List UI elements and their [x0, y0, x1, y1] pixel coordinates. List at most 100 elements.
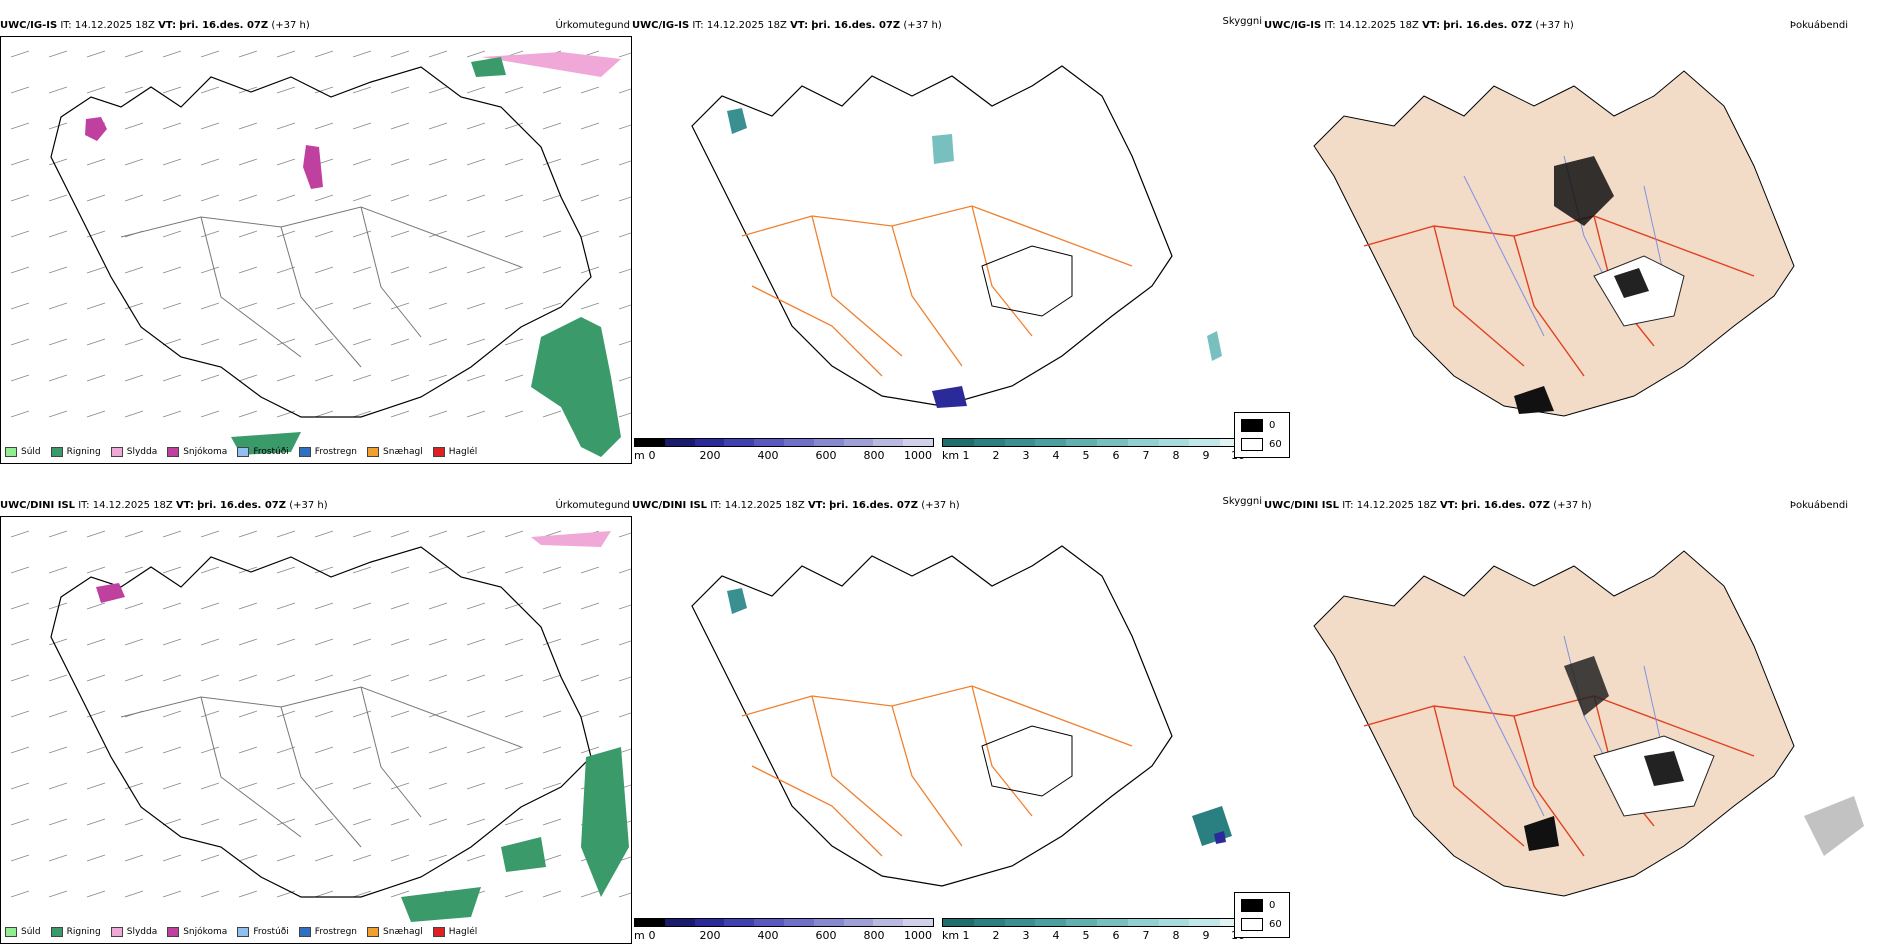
wind-barb — [124, 566, 144, 574]
wind-barb — [618, 376, 631, 382]
wind-barb — [466, 674, 486, 682]
wind-barb — [314, 854, 334, 862]
wind-barb — [10, 194, 30, 202]
wind-barb — [352, 50, 372, 58]
wind-barb — [428, 122, 448, 130]
fog-legend-label: 0 — [1269, 420, 1276, 431]
wind-barb — [618, 892, 631, 898]
precip-sleet-1 — [481, 52, 621, 77]
wind-barb — [390, 782, 410, 790]
legend-item: Snjókoma — [167, 927, 227, 937]
fog-map — [1313, 550, 1864, 897]
wind-barb — [86, 410, 106, 418]
wind-barb — [162, 746, 182, 754]
legend-label: Frostúði — [253, 927, 289, 937]
low-vis-1 — [727, 588, 747, 614]
wind-barb — [48, 566, 68, 574]
wind-barb — [276, 854, 296, 862]
wind-barb — [542, 674, 562, 682]
wind-barb — [276, 50, 296, 58]
wind-barb — [48, 602, 68, 610]
legend-swatch — [167, 927, 180, 937]
wind-barb — [48, 530, 68, 538]
ceiling-bar-segment — [724, 439, 755, 446]
wind-barb — [390, 374, 410, 382]
wind-barb — [238, 374, 258, 382]
legend-swatch — [5, 927, 17, 937]
wind-barb — [200, 302, 220, 310]
wind-barb — [618, 196, 631, 202]
ceiling-bar-segment — [635, 439, 665, 446]
model-name: UWC/IG-IS — [632, 20, 690, 31]
panel-header: UWC/IG-IS IT: 14.12.2025 18Z VT: þri. 16… — [0, 20, 632, 34]
wind-barb — [238, 266, 258, 274]
wind-barb — [580, 710, 600, 718]
ceiling-bar — [634, 918, 934, 927]
legend-swatch — [167, 447, 180, 457]
wind-barb — [238, 890, 258, 898]
fog-legend-label: 60 — [1269, 439, 1282, 450]
wind-barb — [542, 410, 562, 418]
wind-barb — [352, 566, 372, 574]
wind-barb — [428, 566, 448, 574]
wind-barb — [504, 782, 524, 790]
wind-barb — [390, 338, 410, 346]
legend-swatch — [237, 927, 250, 937]
legend-item: Snæhagl — [367, 927, 423, 937]
wind-barb — [352, 302, 372, 310]
wind-barb — [276, 374, 296, 382]
wind-barb — [86, 374, 106, 382]
wind-barb — [352, 530, 372, 538]
wind-barb — [618, 856, 631, 862]
vis-tick: 1 — [962, 929, 970, 942]
wind-barb — [276, 674, 296, 682]
wind-barb — [10, 530, 30, 538]
legend-swatch — [298, 447, 311, 457]
wind-barb — [504, 266, 524, 274]
ceiling-bar-segment — [903, 919, 933, 926]
wind-barb — [580, 638, 600, 646]
legend-swatch — [237, 447, 250, 457]
wind-barb — [238, 50, 258, 58]
model-name: UWC/IG-IS — [0, 20, 58, 31]
init-time: IT: 14.12.2025 18Z — [78, 500, 173, 511]
wind-barb — [466, 122, 486, 130]
ceiling-bar-segment — [664, 919, 695, 926]
init-time: IT: 14.12.2025 18Z — [1342, 500, 1437, 511]
precip-type-panel-2: UWC/DINI ISL IT: 14.12.2025 18Z VT: þri.… — [0, 494, 632, 946]
wind-barb — [466, 638, 486, 646]
wind-barb — [162, 566, 182, 574]
wind-barb — [200, 410, 220, 418]
vis-bar-segment — [1127, 439, 1159, 446]
ceiling-unit: m — [634, 929, 645, 942]
iceland-outline — [50, 66, 592, 418]
wind-barb — [276, 566, 296, 574]
precip-rain-3 — [501, 837, 546, 872]
wind-barb — [162, 782, 182, 790]
wind-barb — [314, 338, 334, 346]
wind-barb — [276, 194, 296, 202]
wind-barb — [542, 818, 562, 826]
vis-tick: 6 — [1112, 929, 1120, 942]
vis-tick: 1 — [962, 449, 970, 462]
wind-barb — [466, 410, 486, 418]
wind-barb — [618, 340, 631, 346]
ceiling-tick: 200 — [699, 449, 721, 462]
fog-legend-swatch — [1241, 899, 1263, 912]
wind-barb — [466, 50, 486, 58]
legend-label: Snæhagl — [383, 927, 423, 937]
wind-barb — [162, 230, 182, 238]
wind-barb — [10, 674, 30, 682]
wind-barb — [238, 302, 258, 310]
wind-barb — [276, 638, 296, 646]
ceiling-tick: 0 — [648, 449, 656, 462]
wind-barb — [390, 266, 410, 274]
wind-barb — [10, 374, 30, 382]
fog-patch-5 — [1804, 796, 1864, 856]
valid-time-label: VT: — [158, 20, 177, 31]
vis-bar-segment — [1096, 919, 1128, 926]
wind-barb — [314, 530, 334, 538]
visibility-unit: km — [942, 929, 960, 942]
wind-barb — [542, 266, 562, 274]
wind-barb — [200, 674, 220, 682]
